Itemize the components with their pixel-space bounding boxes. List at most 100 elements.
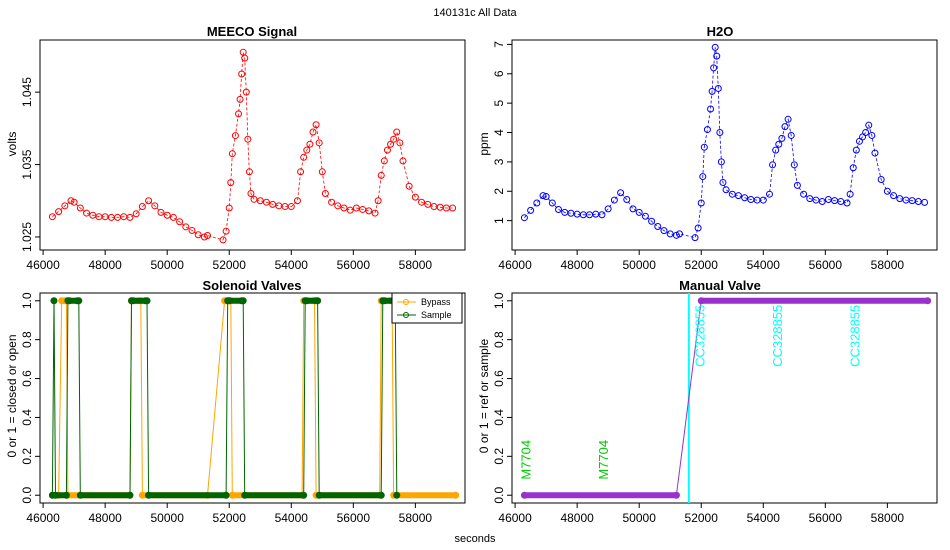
data-point <box>247 190 255 198</box>
chart-title: MEECO Signal <box>207 24 297 39</box>
y-tick-label: 1.0 <box>492 292 506 309</box>
data-point <box>604 205 612 213</box>
x-tick-label: 52000 <box>213 258 247 272</box>
plot-frame <box>39 292 466 504</box>
data-point <box>390 135 398 143</box>
y-axis-label: volts <box>5 132 19 157</box>
y-tick-label: 1 <box>492 217 506 224</box>
data-point <box>204 232 212 240</box>
plot-marks-h2o: 46000 48000 50000 52000 54000 56000 58000 1 2 3 4 5… <box>492 39 938 272</box>
data-point <box>231 132 239 140</box>
data-point <box>227 179 235 187</box>
data-point <box>623 195 631 203</box>
x-tick-label: 50000 <box>151 258 185 272</box>
x-tick-label: 48000 <box>560 258 594 272</box>
data-point <box>883 187 891 195</box>
data-point <box>896 195 904 203</box>
y-tick-label: 3 <box>492 158 506 165</box>
y-tick-label: 1.045 <box>20 77 34 107</box>
data-point <box>374 197 382 205</box>
data-point <box>772 146 780 154</box>
data-point <box>405 182 413 190</box>
data-point <box>328 198 336 206</box>
plot-frame <box>511 292 938 504</box>
data-point <box>169 213 177 221</box>
y-tick-label: 0.6 <box>492 370 506 387</box>
data-point <box>722 186 730 194</box>
data-point <box>533 199 541 207</box>
data-point <box>163 211 171 219</box>
data-point <box>790 161 798 169</box>
data-point <box>635 208 643 216</box>
data-point <box>244 135 252 143</box>
data-point <box>371 209 379 217</box>
data-point <box>132 210 140 218</box>
data-point <box>787 131 795 139</box>
data-point <box>126 213 134 221</box>
y-tick-label: 1.035 <box>20 149 34 179</box>
data-point <box>793 181 801 189</box>
legend-marker-bypass <box>403 299 409 305</box>
data-point <box>714 84 722 92</box>
data-point <box>411 193 419 201</box>
data-point <box>555 205 563 213</box>
data-point <box>717 158 725 166</box>
data-point <box>241 54 249 62</box>
x-tick-label: 56000 <box>337 511 371 525</box>
data-point <box>699 173 707 181</box>
data-point <box>318 168 326 176</box>
data-point <box>703 126 711 134</box>
data-point <box>300 153 308 161</box>
data-point <box>287 203 295 211</box>
x-tick-label: 58000 <box>871 511 905 525</box>
data-point <box>449 204 457 212</box>
data-point <box>235 110 243 118</box>
y-axis-label: 0 or 1 = closed or open <box>5 334 19 457</box>
data-point <box>393 128 401 136</box>
chart-panel-solenoid: Solenoid Valves 0 or 1 = closed or open … <box>5 278 466 525</box>
annotation-label: CC328855 <box>847 305 862 367</box>
data-point <box>145 197 153 205</box>
data-point <box>711 43 719 51</box>
x-tick-label: 58000 <box>399 511 433 525</box>
x-tick-label: 50000 <box>623 511 657 525</box>
data-point <box>236 95 244 103</box>
data-point <box>182 223 190 231</box>
plot-marks-meeco: 46000 48000 50000 52000 54000 56000 58000 1.025… <box>20 39 466 272</box>
legend-marker-sample <box>403 312 409 318</box>
chart-panel-h2o: H2O ppm 46000 48000 50000 52000 54000 56000 58… <box>477 24 938 272</box>
y-tick-label: 0.8 <box>20 331 34 348</box>
plot-frame <box>39 39 466 251</box>
legend-box <box>391 292 463 324</box>
x-tick-label: 52000 <box>685 511 719 525</box>
data-point <box>238 70 246 78</box>
x-tick-label: 58000 <box>871 258 905 272</box>
data-point <box>262 198 270 206</box>
data-point <box>228 150 236 158</box>
x-tick-label: 54000 <box>275 511 309 525</box>
data-point <box>309 128 317 136</box>
data-point <box>784 115 792 123</box>
series-line <box>524 300 928 496</box>
data-point <box>188 226 196 234</box>
data-point <box>352 204 360 212</box>
data-point <box>315 139 323 147</box>
data-point <box>759 196 767 204</box>
annotation-label: CC328855 <box>770 305 785 367</box>
data-point <box>55 208 63 216</box>
data-point <box>250 195 258 203</box>
data-point <box>138 203 146 211</box>
data-point <box>617 189 625 197</box>
chart-title: H2O <box>707 24 734 39</box>
chart-panel-manual: Manual Valve 0 or 1 = ref or sample 4600… <box>477 278 938 525</box>
data-point <box>806 195 814 203</box>
data-point <box>728 190 736 198</box>
chart-title: Solenoid Valves <box>203 278 302 293</box>
figure-title: 140131c All Data <box>433 7 517 19</box>
x-tick-label: 52000 <box>213 511 247 525</box>
plot-frame <box>511 39 938 251</box>
data-point <box>399 157 407 165</box>
data-point <box>765 190 773 198</box>
data-point <box>610 196 618 204</box>
